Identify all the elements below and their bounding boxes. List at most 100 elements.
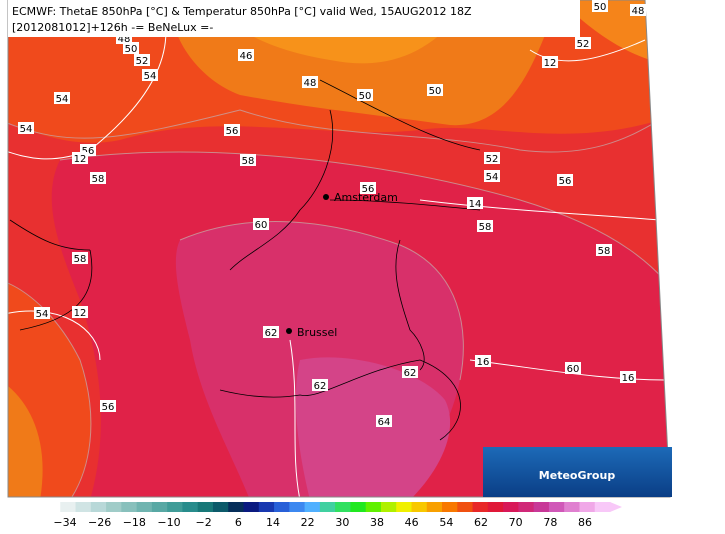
contour-label: 52 [577, 39, 590, 50]
contour-label-box [302, 76, 318, 88]
colorbar-swatch [258, 502, 275, 512]
contour-label: 54 [56, 94, 69, 105]
contour-label: 46 [240, 51, 253, 62]
contour-label-box [484, 170, 500, 182]
contour-label-box [54, 92, 70, 104]
contour-label: 62 [404, 368, 417, 379]
contour-label: 50 [125, 44, 138, 55]
colorbar-swatch [90, 502, 107, 512]
colorbar-swatch [182, 502, 199, 512]
contour-label-box [18, 122, 34, 134]
contour-label: 50 [594, 2, 607, 13]
logo-box [483, 447, 672, 497]
contour-label: 54 [36, 309, 49, 320]
contour-label: 56 [362, 184, 375, 195]
contour-label: 16 [622, 373, 635, 384]
colorbar-swatch [487, 502, 504, 512]
header-box [8, 0, 580, 37]
contour-label: 52 [486, 154, 499, 165]
contour-label: 58 [479, 222, 492, 233]
colorbar-label: 38 [370, 516, 384, 529]
city-dot [323, 194, 329, 200]
colorbar-swatch [548, 502, 565, 512]
contour-label: 58 [242, 156, 255, 167]
contour-label-box [630, 4, 646, 16]
contour-label: 48 [632, 6, 645, 17]
contour-label: 56 [102, 402, 115, 413]
colorbar-swatch [396, 502, 412, 512]
contour-label-box [596, 244, 612, 256]
contour-label: 12 [544, 58, 557, 69]
contour-label-box [90, 172, 106, 184]
contour-label: 50 [429, 86, 442, 97]
colorbar-swatch [167, 502, 183, 512]
colorbar-swatch [365, 502, 382, 512]
contour-label-box [142, 69, 158, 81]
contour-label-box [477, 220, 493, 232]
contour-label: 54 [486, 172, 499, 183]
colorbar-label: 70 [509, 516, 523, 529]
colorbar-swatch [60, 502, 77, 512]
contour-label-box [402, 366, 418, 378]
contour-label: 60 [255, 220, 268, 231]
contour-label: 64 [378, 417, 391, 428]
contour-label-box [376, 415, 392, 427]
colorbar-swatch [212, 502, 229, 512]
colorbar-label: −26 [88, 516, 111, 529]
colorbar-swatch [442, 502, 458, 512]
colorbar-swatch [503, 502, 519, 512]
contour-label: 12 [74, 154, 87, 165]
city-label: Brussel [297, 326, 337, 339]
colorbar-label: −18 [123, 516, 146, 529]
contour-label: 54 [144, 71, 157, 82]
cities: Amsterdam Brussel [286, 191, 398, 339]
colorbar-label: 54 [439, 516, 453, 529]
colorbar-swatch [457, 502, 474, 512]
contour-label-box [312, 379, 328, 391]
contour-label-box [484, 152, 500, 164]
colorbar-swatch [228, 502, 245, 512]
contour-label: 14 [469, 199, 482, 210]
contour-label: 50 [359, 91, 372, 102]
contour-label-box [575, 37, 591, 49]
colorbar-swatch [274, 502, 290, 512]
colorbar-swatch [319, 502, 336, 512]
colorbar-label: 6 [235, 516, 242, 529]
colorbar-swatch [380, 502, 397, 512]
map-field [8, 0, 670, 497]
header-line: [2012081012]+126h -= BeNeLux =- [12, 21, 213, 34]
colorbar-swatch [350, 502, 367, 512]
city-label: Amsterdam [334, 191, 398, 204]
contour-label-box [542, 56, 558, 68]
contour-label: 52 [136, 56, 149, 67]
colorbar-swatch [121, 502, 138, 512]
colorbar-label: 86 [578, 516, 592, 529]
contour-label: 16 [477, 357, 490, 368]
contour-label-box [263, 326, 279, 338]
contour-label-box [100, 400, 116, 412]
logo: MeteoGroup [539, 469, 616, 482]
contour-label: 60 [567, 364, 580, 375]
contour-label: 56 [226, 126, 239, 137]
colorbar: −34 −26 −18 −10 −2 6 14 22 30 38 46 54 62 70 78 86 [45, 502, 622, 529]
colorbar-swatch [579, 502, 596, 512]
contour-label-box [427, 84, 443, 96]
contour-label: 48 [304, 78, 317, 89]
colorbar-swatch [304, 502, 321, 512]
contour-label-box [475, 355, 491, 367]
colorbar-label: 22 [301, 516, 315, 529]
colorbar-swatch [243, 502, 260, 512]
contour-label-box [357, 89, 373, 101]
contour-label: 48 [118, 34, 131, 45]
contour-label-box [467, 197, 483, 209]
contour-label-box [360, 182, 376, 194]
colorbar-label: −10 [157, 516, 180, 529]
contour-label-box [123, 42, 139, 54]
colorbar-swatch [411, 502, 428, 512]
colorbar-swatch [106, 502, 122, 512]
colorbar-label: −34 [53, 516, 76, 529]
colorbar-swatch [151, 502, 168, 512]
contour-label-box [240, 154, 256, 166]
